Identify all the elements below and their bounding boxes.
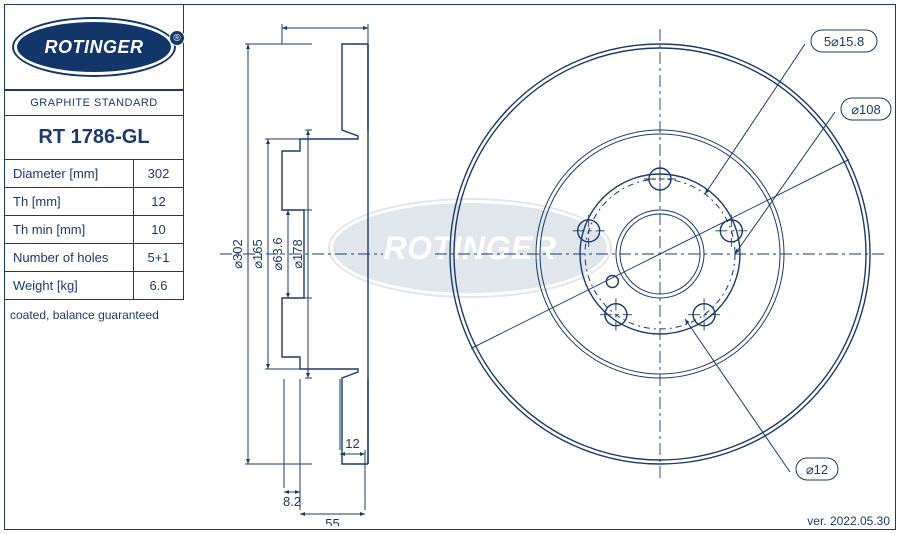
spec-value: 302 [134, 160, 184, 188]
svg-text:12: 12 [345, 436, 359, 451]
svg-text:⌀108: ⌀108 [851, 102, 881, 117]
standard-label: GRAPHITE STANDARD [5, 91, 184, 116]
svg-text:⌀302: ⌀302 [230, 239, 245, 269]
brand-logo: ROTINGER ® [14, 19, 174, 75]
spec-row: Number of holes5+1 [5, 244, 184, 272]
svg-text:5⌀15.8: 5⌀15.8 [824, 34, 864, 49]
spec-label: Diameter [mm] [5, 160, 134, 188]
spec-label: Th min [mm] [5, 216, 134, 244]
spec-label: Number of holes [5, 244, 134, 272]
spec-row: Th min [mm]10 [5, 216, 184, 244]
spec-row: Diameter [mm]302 [5, 160, 184, 188]
drawing-area: ⌀302 ⌀165 ⌀63.6 ⌀178 8.2 55 12 5⌀15.8 ⌀108 ⌀12 [190, 4, 892, 526]
spec-row: Th [mm]12 [5, 188, 184, 216]
svg-text:⌀178: ⌀178 [290, 239, 305, 269]
spec-table: GRAPHITE STANDARD RT 1786-GL Diameter [m… [4, 90, 184, 300]
svg-text:⌀12: ⌀12 [806, 462, 828, 477]
spec-value: 12 [134, 188, 184, 216]
spec-label: Weight [kg] [5, 272, 134, 300]
spec-value: 5+1 [134, 244, 184, 272]
registered-mark: ® [169, 30, 185, 46]
svg-text:55: 55 [325, 516, 339, 526]
svg-text:8.2: 8.2 [283, 494, 301, 509]
svg-text:⌀165: ⌀165 [250, 239, 265, 269]
spec-row: Weight [kg]6.6 [5, 272, 184, 300]
svg-text:⌀63.6: ⌀63.6 [270, 237, 285, 270]
brand-logo-box: ROTINGER ® [4, 4, 184, 90]
part-number: RT 1786-GL [5, 116, 184, 160]
spec-value: 6.6 [134, 272, 184, 300]
footnote: coated, balance guaranteed [10, 308, 159, 322]
technical-drawing: ⌀302 ⌀165 ⌀63.6 ⌀178 8.2 55 12 5⌀15.8 ⌀108 ⌀12 [190, 4, 892, 526]
spec-label: Th [mm] [5, 188, 134, 216]
spec-value: 10 [134, 216, 184, 244]
brand-name: ROTINGER [44, 37, 143, 58]
